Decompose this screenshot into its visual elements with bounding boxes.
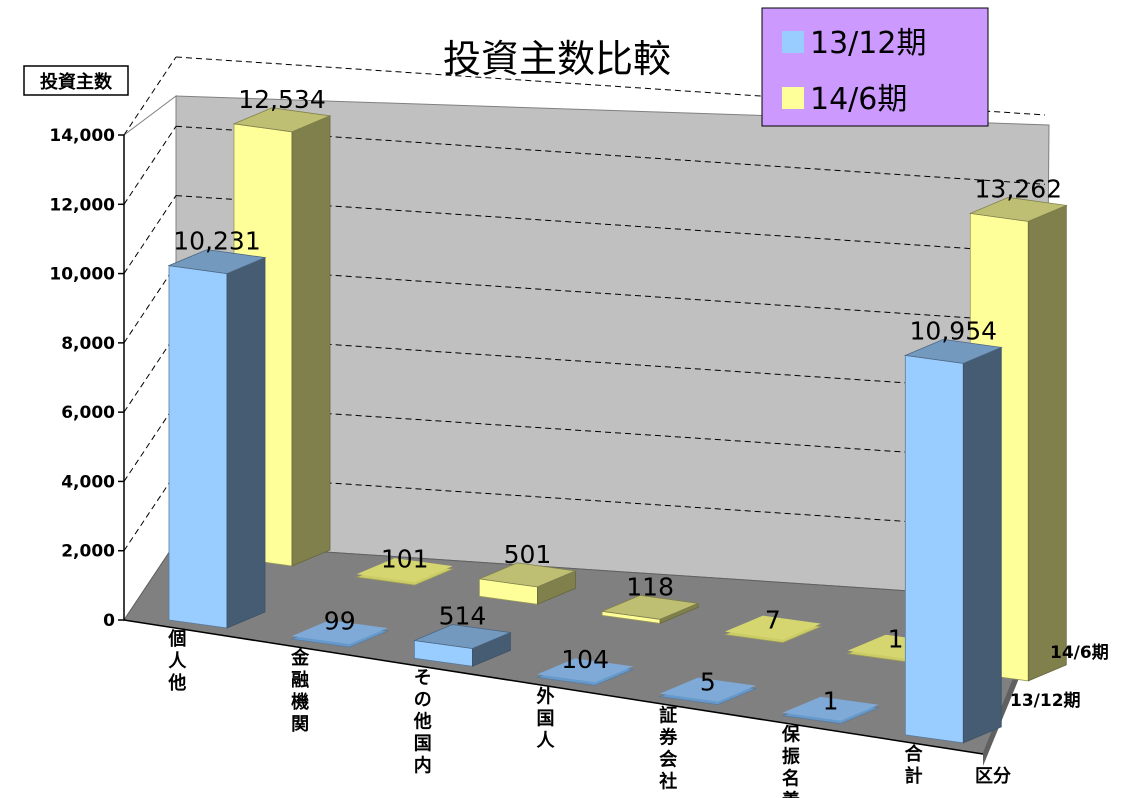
- legend-label-13-12: 13/12期: [810, 26, 926, 61]
- side-gridline: [123, 403, 177, 482]
- bar: 10,231: [167, 227, 267, 629]
- data-label: 13,262: [975, 174, 1062, 203]
- bars: 12,534 10,231 101 99 501 514 118 104 7 5 1 1 13,262 1…: [167, 85, 1068, 744]
- y-axis-title: 投資主数: [40, 71, 113, 93]
- bar: 101: [355, 545, 455, 586]
- side-gridline: [123, 195, 177, 274]
- data-label: 99: [324, 607, 356, 636]
- y-tick-label: 8,000: [61, 334, 115, 354]
- bar-side: [291, 115, 331, 567]
- category-label: 外国人: [537, 685, 556, 751]
- x-axis-line: [123, 619, 984, 755]
- data-label: 5: [700, 667, 716, 696]
- bar-top: [724, 615, 821, 640]
- data-label: 7: [765, 605, 781, 634]
- data-label: 514: [439, 601, 487, 630]
- bar-top: [412, 624, 512, 649]
- bar-front: [168, 265, 228, 629]
- y-tick-label: 4,000: [61, 472, 115, 492]
- bar: 99: [290, 607, 390, 648]
- axis-lines: [118, 134, 984, 755]
- bar-side: [962, 346, 1002, 744]
- bar-front: [904, 354, 964, 744]
- data-label: 10,231: [173, 227, 260, 256]
- bar-top: [356, 558, 453, 583]
- data-label: 101: [381, 545, 429, 574]
- bar: 1: [781, 687, 881, 725]
- bar-top: [903, 338, 1003, 364]
- bar-top: [167, 249, 267, 275]
- category-label: 保振名義: [781, 724, 801, 798]
- side-wall: [123, 95, 177, 622]
- category-label: 証券会社: [658, 705, 678, 793]
- category-label: 個人他: [167, 629, 187, 694]
- y-tick-labels: 0 2,000 4,000 6,000 8,000 10,000 12,000 14,000: [49, 126, 115, 631]
- bar: 7: [723, 605, 823, 644]
- bar-top: [477, 562, 577, 588]
- depth-label-14-6: 14/6期: [1050, 643, 1109, 663]
- bar: 5: [658, 667, 758, 706]
- gridlines: [123, 56, 1046, 551]
- data-label: 104: [561, 645, 609, 674]
- side-gridline: [123, 472, 177, 551]
- bar-top: [232, 107, 332, 133]
- bar-top: [659, 677, 756, 702]
- bar-side: [226, 256, 266, 629]
- bar-top: [537, 658, 634, 683]
- bar: 501: [477, 540, 577, 605]
- x-axis-title: 区分: [975, 766, 1011, 787]
- depth-label-13-12: 13/12期: [1010, 691, 1081, 711]
- y-tick-label: 2,000: [61, 542, 115, 562]
- legend-label-14-6: 14/6期: [810, 82, 907, 117]
- bar-side: [1027, 204, 1067, 682]
- data-label: 1: [888, 625, 904, 654]
- y-axis-title-box: [23, 65, 129, 96]
- bar: 104: [535, 645, 635, 686]
- y-tick-label: 10,000: [49, 265, 115, 285]
- chart-title: 投資主数比較: [443, 37, 671, 81]
- data-label: 1: [823, 687, 839, 716]
- legend-swatch-13-12: [782, 31, 804, 53]
- y-tick-label: 0: [103, 611, 115, 631]
- category-label: その他国内: [413, 667, 432, 776]
- category-labels: 個人他 金融機関 その他国内 外国人 証券会社 保振名義 合計: [167, 629, 923, 798]
- bar: 118: [600, 572, 700, 625]
- side-gridline: [123, 126, 177, 205]
- y-tick-label: 14,000: [49, 126, 115, 146]
- bar-top: [968, 196, 1068, 222]
- y-tick-label: 6,000: [61, 403, 115, 423]
- bar-top: [600, 594, 700, 620]
- data-label: 10,954: [910, 316, 997, 345]
- y-tick-label: 12,000: [49, 195, 115, 215]
- side-gridline: [123, 56, 177, 136]
- data-label: 12,534: [238, 85, 325, 114]
- side-gridline: [123, 264, 177, 344]
- category-label: 合計: [905, 743, 924, 787]
- data-label: 118: [626, 572, 674, 601]
- legend-swatch-14-6: [782, 87, 804, 109]
- bar-top: [782, 696, 879, 721]
- data-label: 501: [504, 540, 552, 569]
- legend: 13/12期 14/6期: [761, 7, 989, 127]
- side-gridline: [123, 333, 177, 413]
- category-label: 金融機関: [290, 647, 310, 735]
- bar: 10,954: [903, 316, 1003, 744]
- bar: 514: [412, 601, 512, 667]
- bar-top: [291, 620, 388, 645]
